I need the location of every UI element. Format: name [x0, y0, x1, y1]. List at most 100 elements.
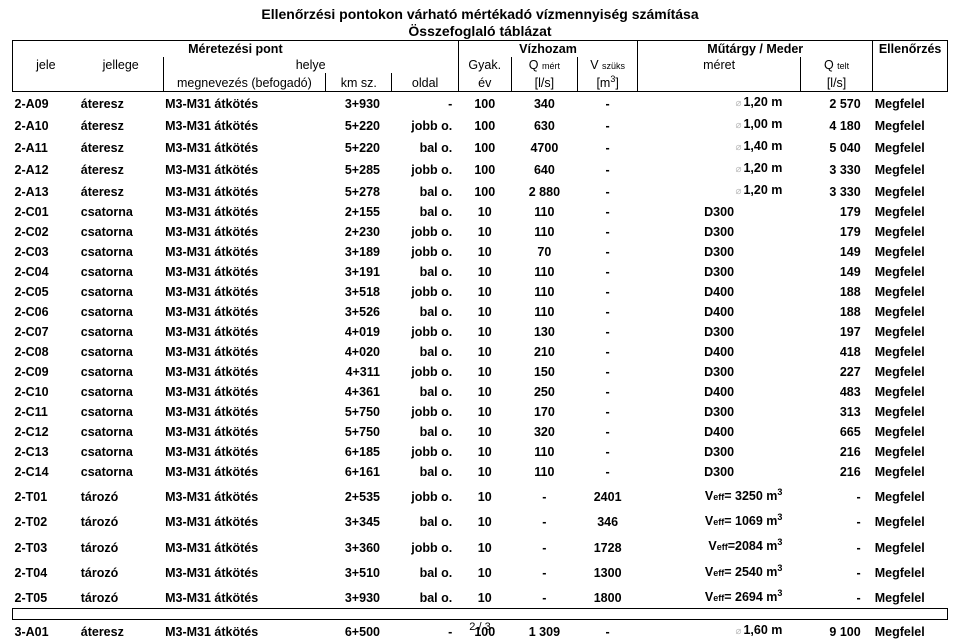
cell-gyak: 10: [458, 507, 511, 532]
cell-ell: Megfelel: [873, 442, 948, 462]
cell-jele: 2-C08: [13, 342, 79, 362]
cell-ell: Megfelel: [873, 282, 948, 302]
hdr-gyak: Gyak.: [458, 57, 511, 73]
table-row: 2-A09átereszM3-M31 átkötés3+930-100340-⌀…: [13, 92, 948, 115]
hdr-vizhozam: Vízhozam: [458, 41, 638, 58]
table-row: 2-T01tározóM3-M31 átkötés2+535jobb o.10-…: [13, 482, 948, 507]
cell-gyak: 10: [458, 382, 511, 402]
cell-kmsz: 4+311: [326, 362, 392, 382]
cell-kmsz: 3+189: [326, 242, 392, 262]
cell-qmert: 320: [511, 422, 577, 442]
cell-qmert: 640: [511, 158, 577, 180]
cell-qmert: 4700: [511, 136, 577, 158]
hdr-ev: év: [458, 73, 511, 92]
cell-jele: 2-A13: [13, 180, 79, 202]
table-row: 2-A13átereszM3-M31 átkötés5+278bal o.100…: [13, 180, 948, 202]
cell-jele: 2-C14: [13, 462, 79, 482]
cell-vszuks: -: [578, 342, 638, 362]
cell-jele: 2-C02: [13, 222, 79, 242]
cell-jellege: csatorna: [79, 462, 163, 482]
cell-oldal: bal o.: [392, 302, 458, 322]
table-row: 2-C14csatornaM3-M31 átkötés6+161bal o.10…: [13, 462, 948, 482]
cell-gyak: 10: [458, 322, 511, 342]
cell-kmsz: 5+220: [326, 114, 392, 136]
cell-qtelt: 3 330: [800, 158, 872, 180]
cell-meret: D300: [638, 362, 801, 382]
hdr-qmert-sub: mért: [542, 61, 560, 71]
cell-qmert: 110: [511, 202, 577, 222]
cell-meret: D300: [638, 202, 801, 222]
cell-ell: Megfelel: [873, 583, 948, 609]
table-row: 2-C09csatornaM3-M31 átkötés4+311jobb o.1…: [13, 362, 948, 382]
diameter-icon: ⌀: [735, 120, 743, 131]
table-row: 2-T05tározóM3-M31 átkötés3+930bal o.10-1…: [13, 583, 948, 609]
cell-ell: Megfelel: [873, 342, 948, 362]
cell-gyak: 10: [458, 422, 511, 442]
cell-gyak: 10: [458, 583, 511, 609]
table-row: 2-C07csatornaM3-M31 átkötés4+019jobb o.1…: [13, 322, 948, 342]
cell-jele: 2-C09: [13, 362, 79, 382]
cell-ell: Megfelel: [873, 262, 948, 282]
hdr-m3-open: [m: [596, 76, 610, 90]
cell-qtelt: 188: [800, 282, 872, 302]
separator-row: [13, 608, 948, 619]
cell-jele: 2-C01: [13, 202, 79, 222]
hdr-oldal: oldal: [392, 73, 458, 92]
cell-jele: 2-A11: [13, 136, 79, 158]
cell-vszuks: -: [578, 302, 638, 322]
cell-megnevezes: M3-M31 átkötés: [163, 92, 326, 115]
cell-meret: Veff= 2540 m3: [638, 558, 801, 583]
cell-meret: ⌀1,20 m: [638, 158, 801, 180]
table-row: 2-A11átereszM3-M31 átkötés5+220bal o.100…: [13, 136, 948, 158]
table-row: 2-T04tározóM3-M31 átkötés3+510bal o.10-1…: [13, 558, 948, 583]
cell-jele: 2-C07: [13, 322, 79, 342]
table-row: 2-C02csatornaM3-M31 átkötés2+230jobb o.1…: [13, 222, 948, 242]
hdr-qtelt-q: Q: [824, 58, 834, 72]
title-line-1: Ellenőrzési pontokon várható mértékadó v…: [12, 6, 948, 23]
diameter-icon: ⌀: [735, 186, 743, 197]
cell-oldal: bal o.: [392, 202, 458, 222]
cell-qtelt: 216: [800, 462, 872, 482]
cell-jele: 2-C05: [13, 282, 79, 302]
cell-oldal: jobb o.: [392, 442, 458, 462]
hdr-qtelt-sub: telt: [837, 61, 849, 71]
cell-qtelt: 4 180: [800, 114, 872, 136]
cell-qtelt: -: [800, 507, 872, 532]
cell-qmert: 130: [511, 322, 577, 342]
cell-gyak: 100: [458, 180, 511, 202]
cell-jele: 2-C12: [13, 422, 79, 442]
cell-vszuks: -: [578, 282, 638, 302]
cell-jele: 2-A09: [13, 92, 79, 115]
cell-ell: Megfelel: [873, 242, 948, 262]
cell-megnevezes: M3-M31 átkötés: [163, 158, 326, 180]
cell-megnevezes: M3-M31 átkötés: [163, 442, 326, 462]
cell-oldal: jobb o.: [392, 222, 458, 242]
cell-meret: Veff= 2694 m3: [638, 583, 801, 609]
cell-megnevezes: M3-M31 átkötés: [163, 302, 326, 322]
table-row: 2-A12átereszM3-M31 átkötés5+285jobb o.10…: [13, 158, 948, 180]
cell-megnevezes: M3-M31 átkötés: [163, 136, 326, 158]
hdr-helye: helye: [163, 57, 458, 73]
cell-gyak: 10: [458, 532, 511, 557]
cell-oldal: bal o.: [392, 262, 458, 282]
cell-jellege: csatorna: [79, 202, 163, 222]
cell-jellege: csatorna: [79, 262, 163, 282]
cell-qmert: 2 880: [511, 180, 577, 202]
cell-ell: Megfelel: [873, 558, 948, 583]
cell-vszuks: -: [578, 180, 638, 202]
cell-vszuks: -: [578, 362, 638, 382]
cell-kmsz: 3+191: [326, 262, 392, 282]
cell-megnevezes: M3-M31 átkötés: [163, 422, 326, 442]
cell-jellege: csatorna: [79, 362, 163, 382]
cell-qmert: 150: [511, 362, 577, 382]
cell-qmert: -: [511, 482, 577, 507]
cell-gyak: 100: [458, 114, 511, 136]
hdr-ellenorzes: Ellenőrzés: [873, 41, 948, 58]
cell-meret: ⌀1,20 m: [638, 92, 801, 115]
cell-meret: Veff=2084 m3: [638, 532, 801, 557]
cell-qtelt: 418: [800, 342, 872, 362]
cell-jele: 2-T04: [13, 558, 79, 583]
cell-megnevezes: M3-M31 átkötés: [163, 402, 326, 422]
cell-meret: ⌀1,40 m: [638, 136, 801, 158]
cell-qtelt: -: [800, 482, 872, 507]
